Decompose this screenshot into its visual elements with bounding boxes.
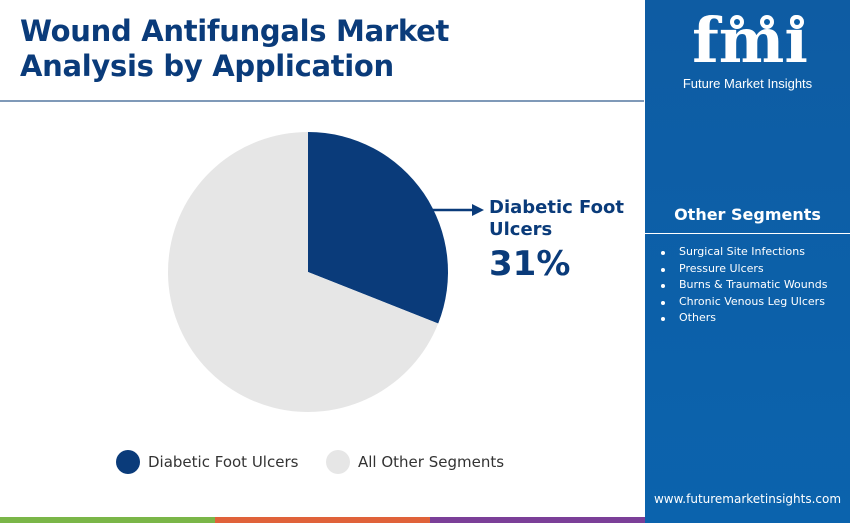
- legend-swatch: [116, 450, 140, 474]
- callout-arrow: [432, 204, 484, 216]
- segments-divider: [645, 233, 850, 234]
- side-panel: fmi Future Market Insights Other Segment…: [645, 0, 850, 523]
- callout-label-line-2: Ulcers: [489, 219, 553, 240]
- title-divider: [0, 100, 644, 102]
- bottom-color-bar: [0, 517, 645, 523]
- callout-value: 31%: [489, 244, 571, 284]
- title-line-1: Wound Antifungals Market: [20, 14, 450, 48]
- pie-chart: [167, 132, 484, 412]
- title-line-2: Analysis by Application: [20, 49, 394, 83]
- list-item: Burns & Traumatic Wounds: [657, 277, 842, 294]
- other-segments-title: Other Segments: [674, 205, 821, 224]
- website-link[interactable]: www.futuremarketinsights.com: [653, 492, 842, 506]
- bar-segment-purple: [430, 517, 645, 523]
- legend-label: Diabetic Foot Ulcers: [148, 453, 299, 471]
- logo-text: fmi: [692, 8, 808, 70]
- list-item: Others: [657, 310, 842, 327]
- legend-label: All Other Segments: [358, 453, 505, 471]
- page-title: Wound Antifungals Market Analysis by App…: [20, 14, 620, 84]
- list-item: Surgical Site Infections: [657, 244, 842, 261]
- legend-item-diabetic: Diabetic Foot Ulcers: [116, 450, 298, 474]
- legend-swatch: [326, 450, 350, 474]
- pie-slices: [167, 132, 448, 412]
- callout-label: Diabetic Foot Ulcers: [489, 197, 639, 241]
- bar-segment-green: [0, 517, 215, 523]
- callout-label-line-1: Diabetic Foot: [489, 197, 624, 218]
- legend-item-other: All Other Segments: [326, 450, 504, 474]
- fmi-logo: fmi: [692, 8, 808, 70]
- list-item: Chronic Venous Leg Ulcers: [657, 294, 842, 311]
- list-item: Pressure Ulcers: [657, 261, 842, 278]
- logo-subtitle: Future Market Insights: [682, 76, 813, 91]
- segments-list: Surgical Site Infections Pressure Ulcers…: [657, 244, 842, 327]
- pie-slice-all-other-segments: [167, 132, 439, 412]
- pie-slice-diabetic-foot-ulcers: [308, 132, 448, 324]
- bar-segment-orange: [215, 517, 430, 523]
